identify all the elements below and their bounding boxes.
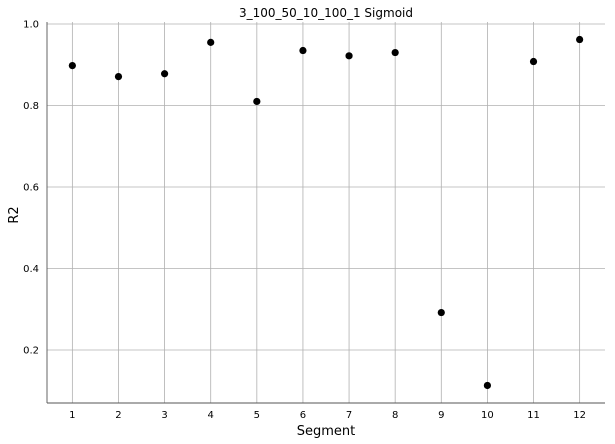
y-tick-label: 1.0 [23,20,39,31]
data-point [299,46,307,55]
data-point [437,308,445,317]
axes-spines [46,22,605,404]
data-point [345,52,353,60]
data-point [391,48,399,57]
x-tick-label: 4 [208,410,214,421]
y-tick-label: 0.8 [23,101,39,112]
x-tick-label: 12 [573,410,586,421]
grid [47,22,605,403]
y-tick-label: 0.4 [23,264,39,275]
x-tick-label: 5 [254,410,260,421]
x-tick-label: 1 [69,410,75,421]
x-tick-label: 7 [346,410,352,421]
data-point [160,70,169,78]
x-tick-label: 11 [527,410,540,421]
data-point [253,97,261,106]
data-point [68,62,76,70]
data-point [576,35,584,44]
chart-title: 3_100_50_10_100_1 Sigmoid [239,6,413,20]
x-axis-ticks: 1 2 3 4 5 6 7 8 9 10 11 12 [69,410,586,421]
data-point [114,73,123,81]
y-tick-label: 0.6 [23,183,39,194]
y-axis-ticks: 0.2 0.4 0.6 0.8 1.0 [23,20,39,357]
y-axis-label: R2 [7,206,22,223]
x-tick-label: 9 [438,410,444,421]
data-points [68,35,584,390]
x-axis-label: Segment [297,424,356,439]
x-tick-label: 8 [392,410,398,421]
data-point [207,38,215,46]
x-tick-label: 3 [161,410,167,421]
y-tick-label: 0.2 [23,346,39,357]
x-tick-label: 10 [481,410,494,421]
data-point [483,381,492,390]
x-tick-label: 6 [300,410,306,421]
x-tick-label: 2 [115,410,121,421]
data-point [529,57,538,66]
